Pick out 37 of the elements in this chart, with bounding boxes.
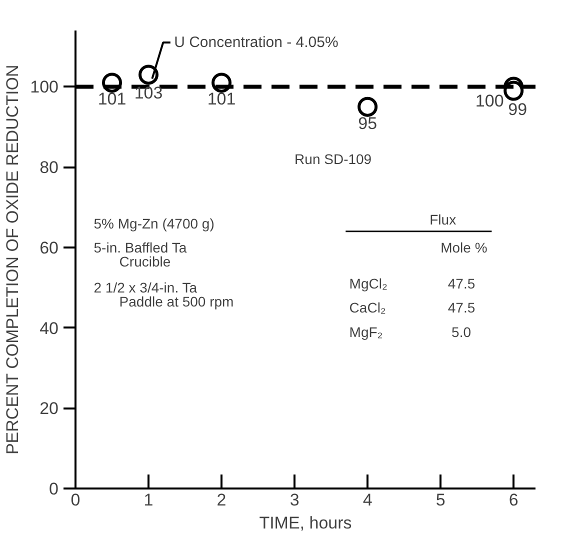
y-tick-label: 40 [40,318,59,338]
annotation: MgCl₂ [349,276,388,292]
annotation: 5-in. Baffled Ta [94,239,187,256]
annotation: CaCl₂ [349,300,386,316]
data-label: 101 [207,90,236,109]
annotation: 5.0 [452,324,472,340]
annotation: Crucible [119,254,171,270]
y-tick-label: 60 [40,238,59,258]
x-tick-label: 5 [436,490,446,510]
data-label: 95 [358,114,378,133]
data-label: 101 [98,90,126,109]
y-tick-label: 20 [40,399,59,418]
x-tick-label: 1 [144,490,154,510]
y-tick-label: 80 [40,158,59,178]
x-tick-label: 3 [290,490,300,510]
y-axis-title: PERCENT COMPLETION OF OXIDE REDUCTION [3,64,22,455]
x-axis-title: TIME, hours [259,514,352,532]
x-tick-label: 2 [216,490,226,510]
data-label: 99 [508,100,528,119]
y-tick-label: 100 [30,78,59,97]
x-tick-label: 0 [70,490,80,510]
data-label: 100 [475,92,504,111]
annotation: U Concentration - 4.05% [174,34,338,52]
annotation: Flux [430,211,456,228]
point [138,64,159,85]
annotation: 5% Mg-Zn (4700 g) [94,215,214,232]
annotation: Paddle at 500 rpm [119,294,234,310]
annotation: 47.5 [448,276,476,292]
x-tick-label: 4 [362,490,372,510]
annotation: 2 1/2 x 3/4-in. Ta [94,280,198,296]
annotation: MgF₂ [349,324,383,340]
point [358,96,378,117]
x-tick-label: 6 [508,490,518,510]
data-label: 103 [134,84,163,103]
annotation: 47.5 [448,300,476,316]
annotation: Run SD-109 [294,151,372,168]
annotation: Mole % [440,239,488,256]
